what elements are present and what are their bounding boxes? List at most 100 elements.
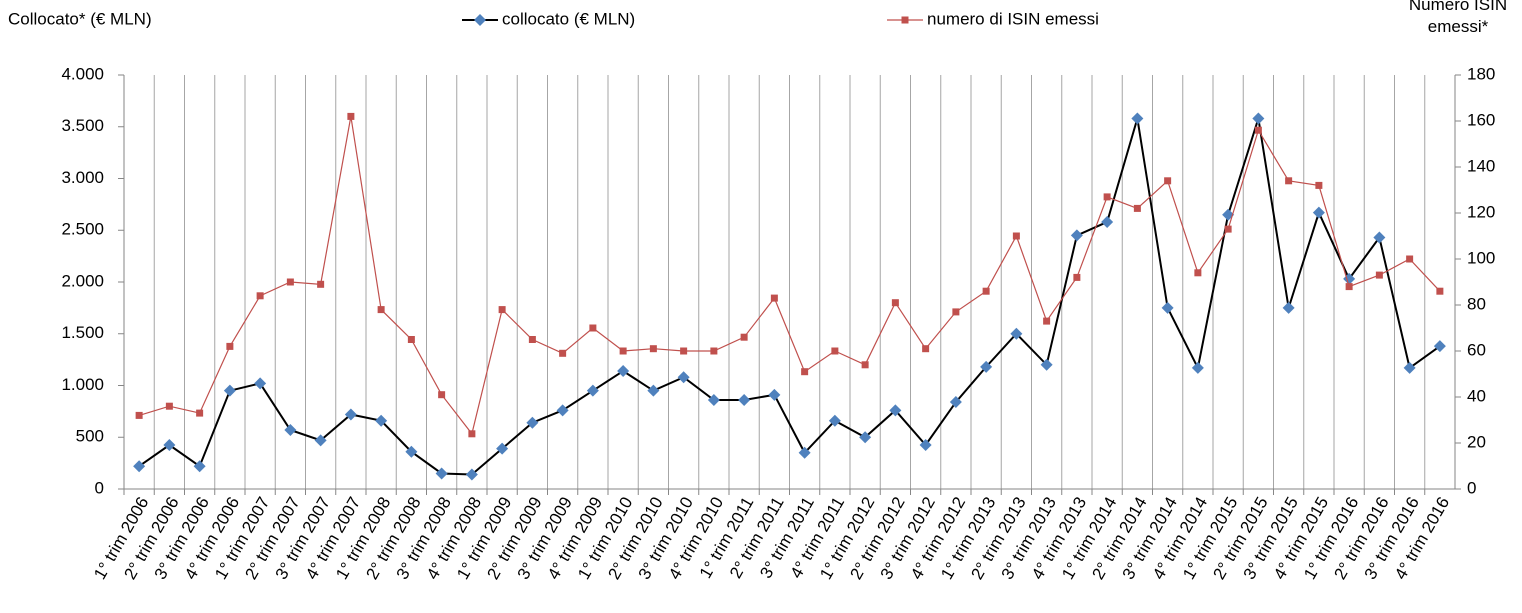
y2-tick-label: 40 (1467, 386, 1486, 405)
y2-tick-label: 120 (1467, 202, 1495, 221)
data-point (1403, 361, 1416, 374)
y-tick-label: 3.000 (61, 168, 104, 187)
y-tick-label: 1.500 (61, 323, 104, 342)
y-tick-label: 1.000 (61, 375, 104, 394)
y2-tick-label: 160 (1467, 110, 1495, 129)
data-point (465, 468, 478, 481)
series-line (138, 118, 1441, 476)
data-point (405, 445, 418, 458)
data-point (468, 430, 476, 438)
data-point (1254, 126, 1262, 134)
data-point (314, 434, 327, 447)
y-tick-label: 2.000 (61, 271, 104, 290)
data-point (677, 371, 690, 384)
y-tick-label: 0 (95, 478, 104, 497)
data-point (375, 414, 388, 427)
y-tick-label: 3.500 (61, 116, 104, 135)
data-point (891, 299, 899, 307)
data-point (1375, 271, 1383, 279)
legend-label: numero di ISIN emessi (927, 9, 1099, 28)
data-point (1164, 177, 1172, 185)
data-point (982, 287, 990, 295)
y-tick-label: 4.000 (61, 64, 104, 83)
data-point (344, 408, 357, 421)
data-point (649, 345, 657, 353)
y2-axis-title: Numero ISIN emessi* (1408, 0, 1508, 36)
data-point (949, 396, 962, 409)
data-point (1312, 206, 1325, 219)
data-point (498, 306, 506, 314)
data-point (1010, 327, 1023, 340)
data-point (286, 278, 294, 286)
data-point (256, 292, 264, 300)
data-point (254, 377, 267, 390)
data-point (223, 384, 236, 397)
data-point (1133, 204, 1141, 212)
data-point (589, 324, 597, 332)
data-point (889, 404, 902, 417)
data-point (1131, 112, 1144, 125)
y2-tick-label: 20 (1467, 432, 1486, 451)
data-point (163, 439, 176, 452)
data-point (680, 347, 688, 355)
data-point (135, 411, 143, 419)
data-point (528, 336, 536, 343)
data-point (586, 384, 599, 397)
data-point (556, 404, 569, 417)
data-point (1101, 215, 1114, 228)
data-point (407, 336, 415, 343)
data-point (768, 388, 781, 401)
data-point (1043, 317, 1051, 325)
data-point (922, 345, 930, 353)
data-point (1070, 229, 1083, 242)
data-point (740, 333, 748, 341)
legend-marker (474, 14, 486, 26)
data-point (196, 409, 204, 417)
data-point (828, 414, 841, 427)
data-point (617, 365, 630, 378)
data-point (165, 402, 173, 410)
data-point (1012, 232, 1020, 240)
data-point (193, 460, 206, 473)
data-point (619, 347, 627, 355)
data-point (347, 112, 355, 120)
y2-tick-label: 140 (1467, 156, 1495, 175)
data-point (738, 393, 751, 406)
data-point (1224, 225, 1232, 233)
y-tick-label: 2.500 (61, 220, 104, 239)
data-point (1285, 177, 1293, 185)
data-point (377, 306, 385, 314)
data-point (226, 342, 234, 350)
data-point (980, 360, 993, 373)
data-point (1161, 301, 1174, 314)
data-point (1194, 269, 1202, 277)
data-point (526, 416, 539, 429)
y2-tick-label: 60 (1467, 340, 1486, 359)
legend-label: collocato (€ MLN) (502, 9, 635, 28)
data-point (1406, 255, 1414, 263)
data-point (798, 446, 811, 459)
data-point (1073, 273, 1081, 281)
legend-marker (901, 16, 909, 24)
data-point (801, 368, 809, 376)
data-point (952, 308, 960, 316)
data-point (1315, 181, 1323, 189)
data-point (435, 467, 448, 480)
data-point (1040, 358, 1053, 371)
data-point (496, 442, 509, 455)
data-point (859, 431, 872, 444)
data-point (770, 294, 778, 302)
data-point (1191, 361, 1204, 374)
data-point (284, 424, 297, 437)
data-point (831, 347, 839, 355)
y-axis-title: Collocato* (€ MLN) (8, 9, 152, 28)
series-line (138, 116, 1441, 436)
y2-tick-label: 80 (1467, 294, 1486, 313)
data-point (1345, 283, 1353, 291)
y2-tick-label: 0 (1467, 478, 1476, 497)
data-point (1433, 340, 1446, 353)
y2-tick-label: 180 (1467, 64, 1495, 83)
data-point (133, 460, 146, 473)
